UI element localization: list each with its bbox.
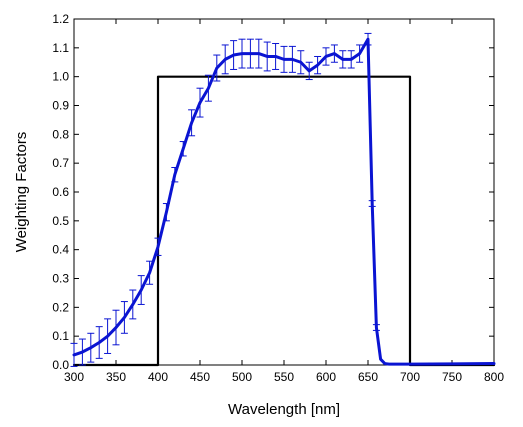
- y-tick-label: 0.3: [52, 272, 69, 286]
- x-tick-label: 400: [148, 370, 168, 384]
- y-tick-label: 0.6: [52, 185, 69, 199]
- tick-labels: 300 350 400 450 500 550 600 650 700 750 800 0.0 0.1 0…: [52, 12, 504, 384]
- x-tick-label: 600: [316, 370, 336, 384]
- x-tick-label: 450: [190, 370, 210, 384]
- y-tick-label: 0.5: [52, 214, 69, 228]
- y-tick-label: 1.0: [52, 70, 69, 84]
- y-tick-label: 0.7: [52, 156, 69, 170]
- x-tick-label: 750: [442, 370, 462, 384]
- x-tick-label: 300: [64, 370, 84, 384]
- y-tick-label: 1.1: [52, 41, 69, 55]
- x-tick-label: 350: [106, 370, 126, 384]
- y-tick-label: 0.8: [52, 127, 69, 141]
- series-layer: [70, 32, 496, 367]
- y-axis-title: Weighting Factors: [13, 132, 30, 253]
- y-tick-label: 0.4: [52, 243, 69, 257]
- x-axis-title: Wavelength [nm]: [228, 401, 340, 418]
- x-tick-label: 700: [400, 370, 420, 384]
- measured-weighting-line: [72, 37, 496, 366]
- y-tick-label: 0.1: [52, 329, 69, 343]
- y-tick-label: 0.0: [52, 358, 69, 372]
- y-tick-label: 0.9: [52, 99, 69, 113]
- y-tick-label: 1.2: [52, 12, 69, 26]
- x-tick-label: 550: [274, 370, 294, 384]
- y-tick-label: 0.2: [52, 300, 69, 314]
- x-tick-label: 800: [484, 370, 504, 384]
- x-tick-label: 500: [232, 370, 252, 384]
- x-tick-label: 650: [358, 370, 378, 384]
